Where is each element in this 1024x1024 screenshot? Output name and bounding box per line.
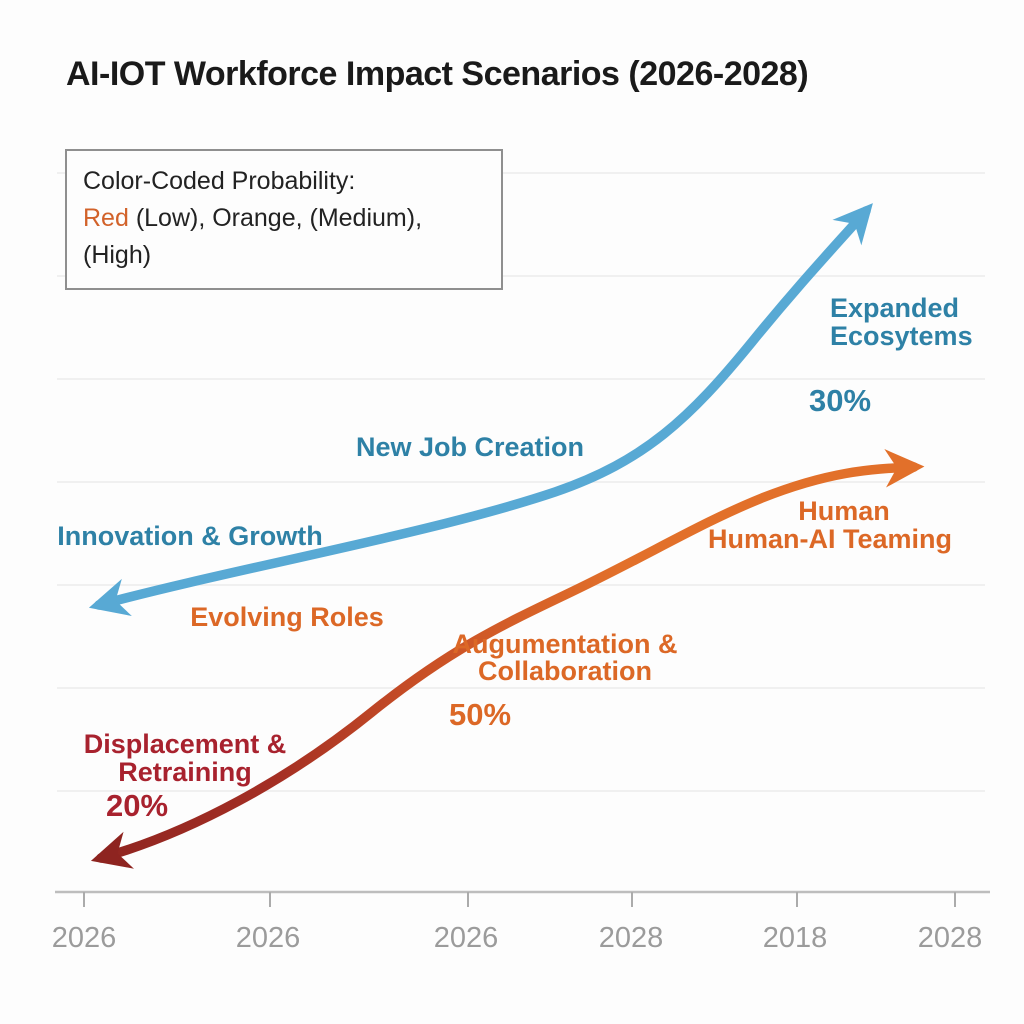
label-human-line1: Human <box>798 496 890 526</box>
innovation-growth-curve <box>88 203 873 617</box>
x-tick-label-6: 2028 <box>917 922 983 954</box>
legend-box: Color-Coded Probability: Red (Low), Oran… <box>65 149 503 290</box>
x-tick-label-3: 2026 <box>433 922 499 954</box>
legend-rest: (Low), Orange, (Medium), (High) <box>83 204 423 269</box>
chart-title: AI-IOT Workforce Impact Scenarios (2026-… <box>66 55 809 93</box>
x-tick-label-2: 2026 <box>235 922 301 954</box>
label-expanded-line2: Ecosytems <box>830 321 973 351</box>
label-innovation-growth: Innovation & Growth <box>57 521 323 551</box>
label-human-ai-teaming: Human-AI Teaming <box>707 524 953 554</box>
label-probability-30: 30% <box>809 383 872 418</box>
x-tick-label-1: 2026 <box>51 922 117 954</box>
legend-probability-line: Red (Low), Orange, (Medium), (High) <box>83 200 485 274</box>
label-augmentation-line1: Augumentation & <box>452 629 678 659</box>
label-displacement-line2: Retraining <box>118 757 252 787</box>
x-axis <box>55 890 990 907</box>
x-tick-label-4: 2028 <box>598 922 664 954</box>
legend-red-word: Red <box>83 204 129 232</box>
label-augmentation-line2: Collaboration <box>478 656 652 686</box>
legend-heading: Color-Coded Probability: <box>83 167 356 195</box>
x-tick-label-5: 2018 <box>762 922 828 954</box>
label-evolving-roles: Evolving Roles <box>190 602 384 632</box>
label-expanded-line1: Expanded <box>830 293 960 323</box>
label-probability-20: 20% <box>105 788 169 823</box>
label-new-job-creation: New Job Creation <box>355 432 585 462</box>
label-probability-50: 50% <box>448 697 512 732</box>
label-displacement-line1: Displacement & <box>83 729 287 759</box>
